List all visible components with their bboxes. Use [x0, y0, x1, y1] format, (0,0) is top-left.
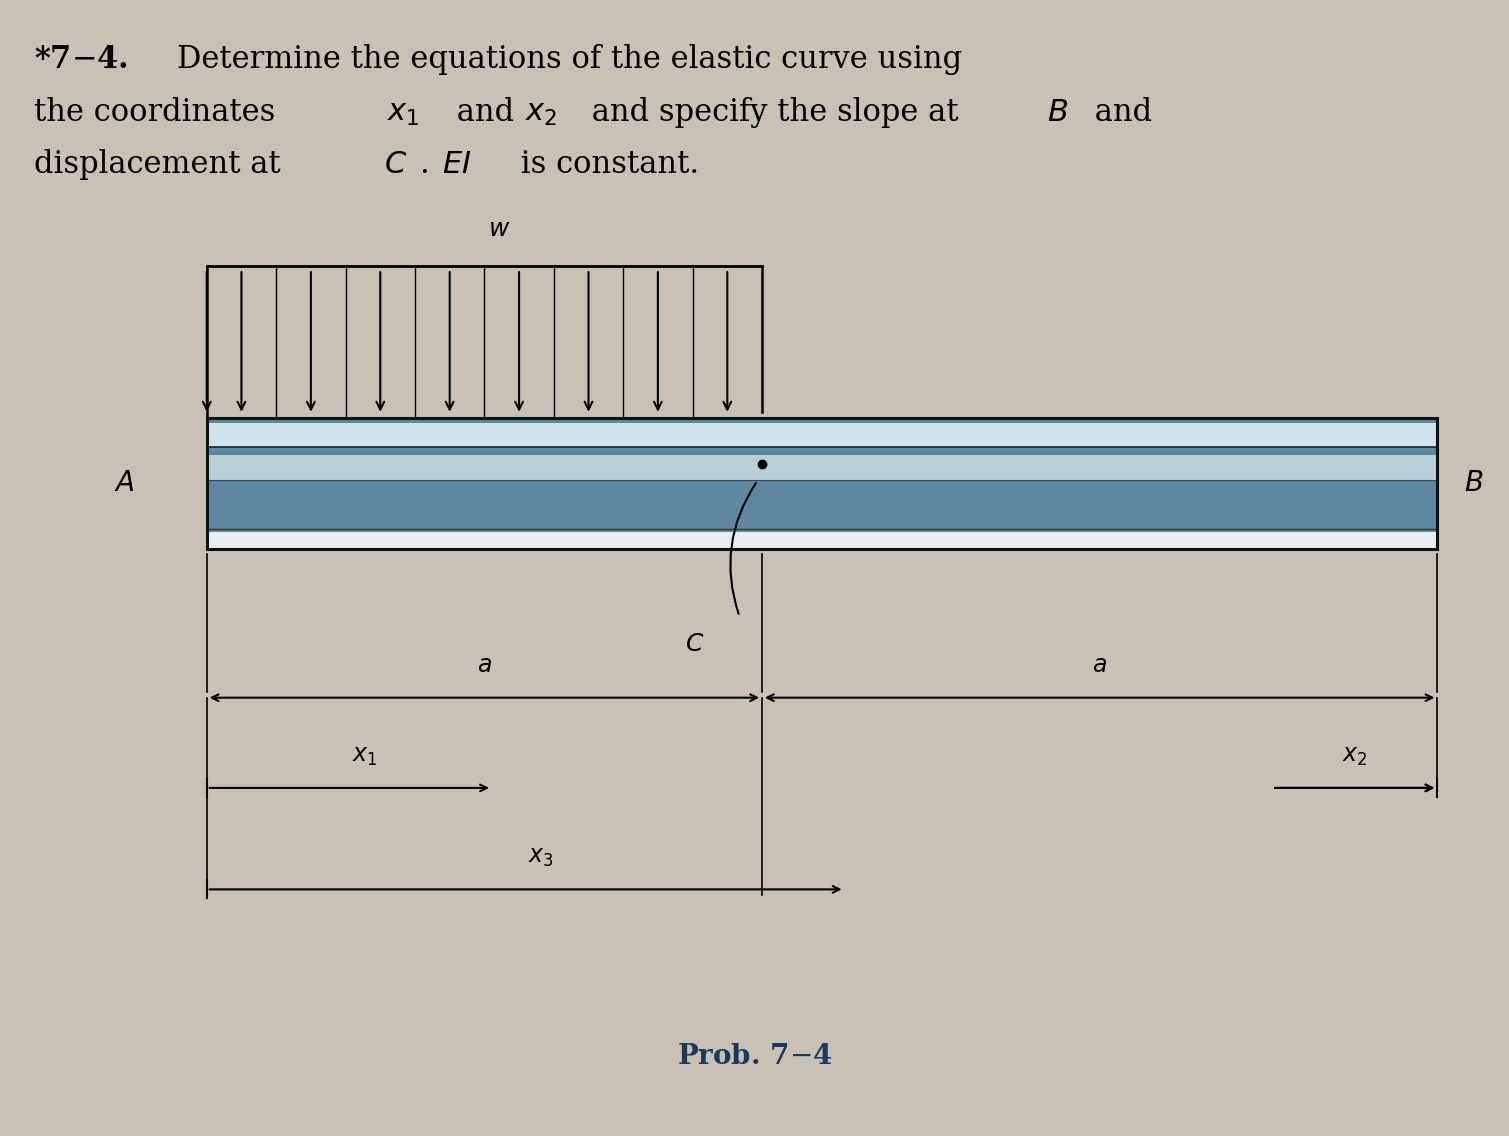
Text: and specify the slope at: and specify the slope at: [582, 97, 969, 127]
Text: and: and: [447, 97, 524, 127]
Text: $x_1$: $x_1$: [386, 97, 420, 127]
Text: $x_1$: $x_1$: [352, 744, 377, 768]
Text: $x_2$: $x_2$: [525, 97, 557, 127]
Bar: [207, 456, 1437, 481]
Text: Determine the equations of the elastic curve using: Determine the equations of the elastic c…: [177, 43, 961, 75]
Text: $EI$: $EI$: [442, 149, 472, 179]
Bar: [207, 418, 1437, 549]
Text: $w$: $w$: [487, 218, 510, 241]
Text: is constant.: is constant.: [512, 149, 700, 179]
Text: Prob. 7$-$4: Prob. 7$-$4: [678, 1043, 831, 1070]
Text: *7$-$4.: *7$-$4.: [35, 43, 128, 75]
Text: $A$: $A$: [115, 470, 134, 496]
Text: $B$: $B$: [1047, 97, 1068, 127]
Text: $a$: $a$: [477, 654, 492, 677]
Text: the coordinates: the coordinates: [35, 97, 285, 127]
Text: displacement at: displacement at: [35, 149, 291, 179]
Text: .: .: [420, 149, 439, 179]
Text: $C$: $C$: [383, 149, 407, 179]
Bar: [207, 423, 1437, 448]
Bar: [207, 533, 1437, 549]
Text: $x_2$: $x_2$: [1342, 744, 1367, 768]
Text: and: and: [1085, 97, 1151, 127]
Text: $B$: $B$: [1464, 470, 1483, 496]
Text: $x_3$: $x_3$: [528, 846, 554, 869]
Text: $C$: $C$: [685, 634, 705, 657]
Text: $a$: $a$: [1093, 654, 1108, 677]
